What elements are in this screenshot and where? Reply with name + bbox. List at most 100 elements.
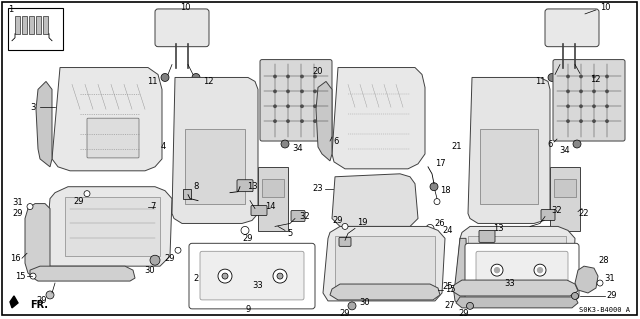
Text: 29: 29 [243, 234, 253, 243]
FancyBboxPatch shape [339, 237, 351, 246]
Text: 9: 9 [245, 305, 251, 314]
Text: 10: 10 [180, 4, 190, 12]
Polygon shape [323, 226, 445, 301]
Circle shape [274, 120, 276, 122]
FancyBboxPatch shape [260, 60, 332, 141]
Circle shape [567, 75, 569, 78]
FancyBboxPatch shape [541, 210, 555, 220]
Text: 32: 32 [300, 212, 310, 221]
Circle shape [218, 269, 232, 283]
Circle shape [593, 90, 595, 93]
Circle shape [573, 140, 581, 148]
Circle shape [314, 120, 316, 122]
Circle shape [314, 90, 316, 93]
Polygon shape [52, 68, 162, 171]
Text: 10: 10 [600, 4, 611, 12]
Text: 8: 8 [193, 182, 198, 191]
Circle shape [281, 140, 289, 148]
Text: 12: 12 [203, 77, 213, 86]
Text: 29: 29 [164, 254, 175, 263]
Text: 29: 29 [333, 216, 343, 225]
Text: 15: 15 [445, 286, 455, 294]
Text: 11: 11 [535, 77, 545, 86]
Bar [29, 16, 34, 34]
Bar [468, 236, 566, 291]
Text: 29: 29 [13, 209, 23, 218]
Text: 18: 18 [440, 186, 451, 195]
Circle shape [434, 199, 440, 204]
Bar [550, 167, 580, 231]
Circle shape [548, 73, 556, 81]
Circle shape [606, 120, 608, 122]
Polygon shape [25, 204, 50, 278]
Circle shape [301, 105, 303, 108]
Circle shape [579, 72, 587, 80]
Circle shape [301, 75, 303, 78]
Text: 29: 29 [459, 309, 469, 318]
Polygon shape [332, 68, 425, 169]
Text: 26: 26 [435, 219, 445, 228]
FancyBboxPatch shape [237, 180, 253, 192]
Circle shape [580, 120, 582, 122]
Text: 14: 14 [265, 202, 275, 211]
Circle shape [314, 105, 316, 108]
Circle shape [593, 120, 595, 122]
Circle shape [342, 223, 348, 229]
Circle shape [30, 273, 36, 279]
Text: 5: 5 [287, 229, 292, 238]
Bar [258, 167, 288, 231]
Text: 27: 27 [445, 301, 455, 310]
Text: 30: 30 [360, 298, 371, 308]
Text: 3: 3 [30, 103, 36, 112]
FancyBboxPatch shape [545, 9, 599, 47]
Polygon shape [330, 284, 440, 300]
Polygon shape [172, 78, 258, 223]
Text: 33: 33 [504, 278, 515, 287]
Polygon shape [36, 81, 52, 167]
Circle shape [348, 302, 356, 310]
Polygon shape [332, 174, 418, 226]
Circle shape [606, 90, 608, 93]
Text: 19: 19 [356, 218, 367, 227]
Circle shape [161, 73, 169, 81]
Bar [8, 8, 63, 50]
Text: 29: 29 [340, 309, 350, 318]
Circle shape [273, 269, 287, 283]
Polygon shape [468, 78, 550, 223]
Bar [262, 179, 284, 197]
Text: 6: 6 [547, 139, 553, 149]
Circle shape [84, 191, 90, 197]
FancyBboxPatch shape [291, 211, 305, 221]
Circle shape [572, 293, 579, 300]
Text: FR.: FR. [30, 300, 48, 310]
Circle shape [301, 90, 303, 93]
Circle shape [538, 268, 543, 273]
Text: 11: 11 [147, 77, 157, 86]
Text: 1: 1 [8, 5, 13, 14]
Circle shape [567, 90, 569, 93]
FancyBboxPatch shape [189, 243, 315, 309]
Circle shape [606, 105, 608, 108]
Polygon shape [10, 296, 18, 308]
Circle shape [495, 268, 499, 273]
Circle shape [593, 75, 595, 78]
Text: 24: 24 [443, 226, 453, 235]
Text: 17: 17 [435, 160, 445, 168]
Circle shape [277, 273, 283, 279]
Circle shape [27, 204, 33, 210]
Bar [36, 16, 41, 34]
Text: 34: 34 [560, 146, 570, 155]
Text: 25: 25 [443, 282, 453, 291]
Circle shape [287, 105, 289, 108]
Circle shape [192, 73, 200, 81]
Text: 34: 34 [292, 145, 303, 153]
FancyBboxPatch shape [251, 205, 267, 216]
Circle shape [365, 288, 375, 298]
Polygon shape [316, 81, 332, 161]
Text: 29: 29 [607, 292, 617, 300]
Circle shape [274, 90, 276, 93]
Circle shape [426, 225, 434, 233]
Circle shape [567, 120, 569, 122]
Circle shape [274, 75, 276, 78]
Polygon shape [455, 226, 575, 301]
